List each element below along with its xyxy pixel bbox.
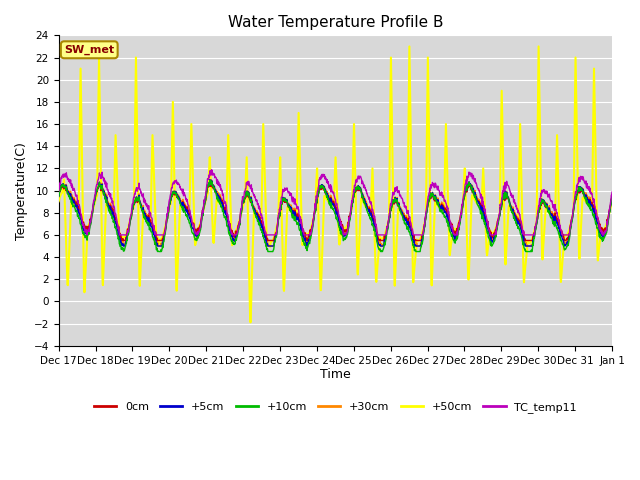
X-axis label: Time: Time	[320, 368, 351, 381]
Title: Water Temperature Profile B: Water Temperature Profile B	[228, 15, 443, 30]
Text: SW_met: SW_met	[64, 45, 115, 55]
Legend: 0cm, +5cm, +10cm, +30cm, +50cm, TC_temp11: 0cm, +5cm, +10cm, +30cm, +50cm, TC_temp1…	[89, 398, 582, 418]
Y-axis label: Temperature(C): Temperature(C)	[15, 142, 28, 240]
